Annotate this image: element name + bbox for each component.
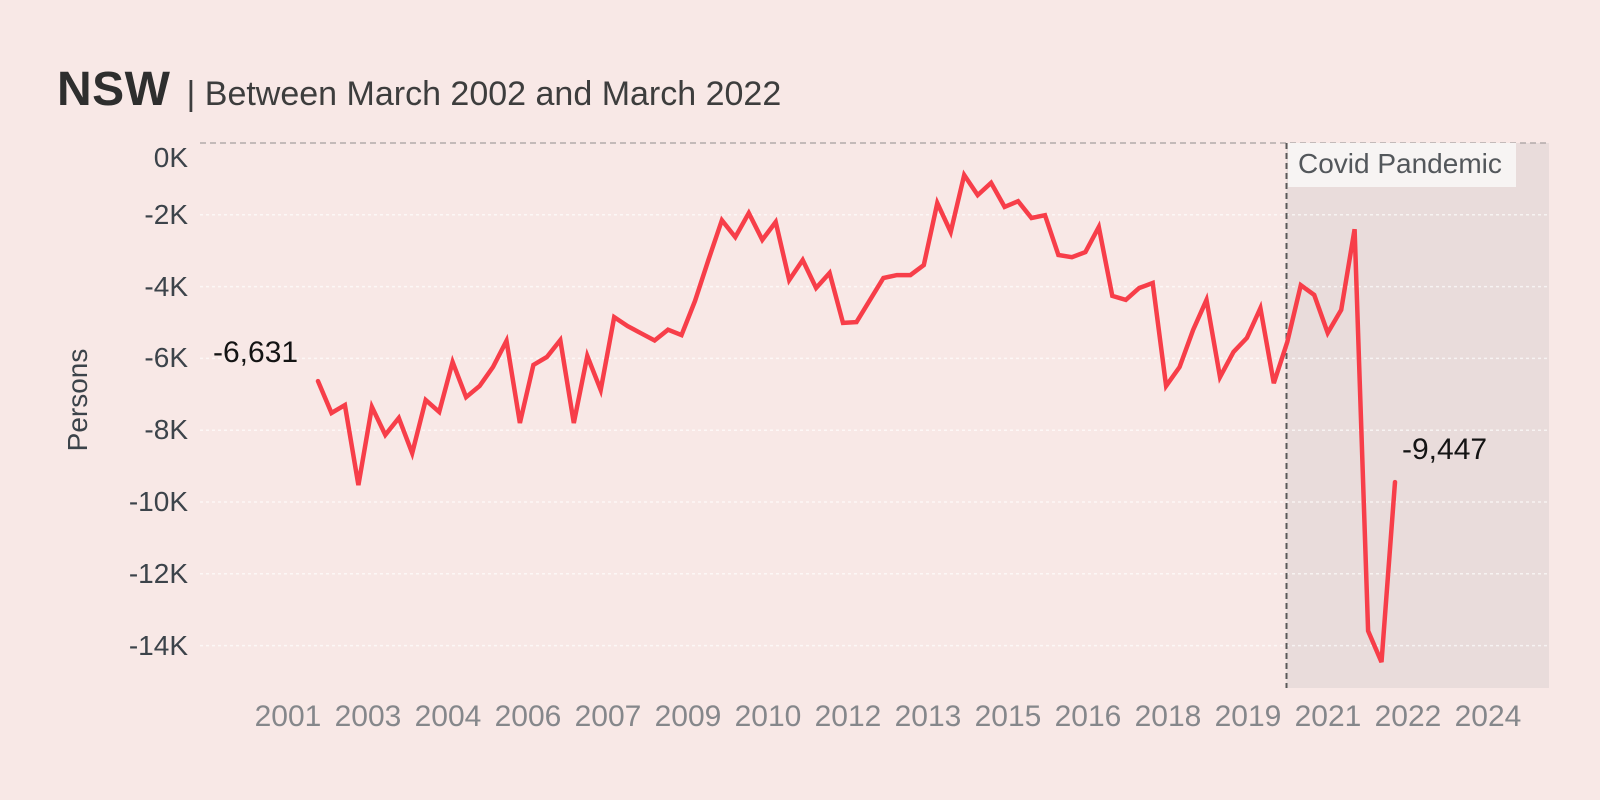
x-tick-label: 2006 [494, 700, 562, 733]
x-tick-label: 2013 [894, 700, 962, 733]
covid-region-shading [1286, 143, 1549, 688]
x-tick-label: 2009 [654, 700, 722, 733]
x-tick-label: 2022 [1374, 700, 1442, 733]
y-tick-label: -4K [144, 270, 188, 302]
x-tick-label: 2018 [1134, 700, 1202, 733]
data-line[interactable] [315, 169, 1398, 663]
y-tick-label: -2K [144, 198, 188, 230]
y-tick-label: -14K [128, 629, 188, 661]
x-tick-label: 2012 [814, 700, 882, 733]
title-subtitle: | Between March 2002 and March 2022 [186, 75, 782, 113]
x-tick-label: 2003 [334, 700, 402, 733]
title-region: NSW [57, 63, 171, 116]
x-tick-label: 2024 [1454, 700, 1522, 733]
y-tick-label: -12K [128, 557, 188, 589]
x-tick-label: 2015 [974, 700, 1042, 733]
x-tick-label: 2007 [574, 700, 642, 733]
y-tick-label: 0K [153, 142, 188, 173]
end-value-annotation: -9,447 [1402, 433, 1488, 466]
y-tick-label: -8K [144, 414, 188, 446]
start-value-annotation: -6,631 [213, 336, 299, 369]
y-axis-title: Persons [62, 348, 93, 452]
y-tick-label: -10K [128, 486, 188, 517]
x-tick-label: 2004 [414, 700, 482, 733]
covid-region-label: Covid Pandemic [1288, 143, 1516, 187]
x-tick-label: 2001 [254, 700, 322, 733]
x-tick-label: 2021 [1294, 700, 1362, 733]
chart-title: NSW | Between March 2002 and March 2022 [57, 62, 781, 117]
y-tick-label: -6K [144, 342, 188, 374]
x-tick-label: 2019 [1214, 700, 1282, 733]
x-tick-label: 2016 [1054, 700, 1122, 733]
x-tick-label: 2010 [734, 700, 802, 733]
